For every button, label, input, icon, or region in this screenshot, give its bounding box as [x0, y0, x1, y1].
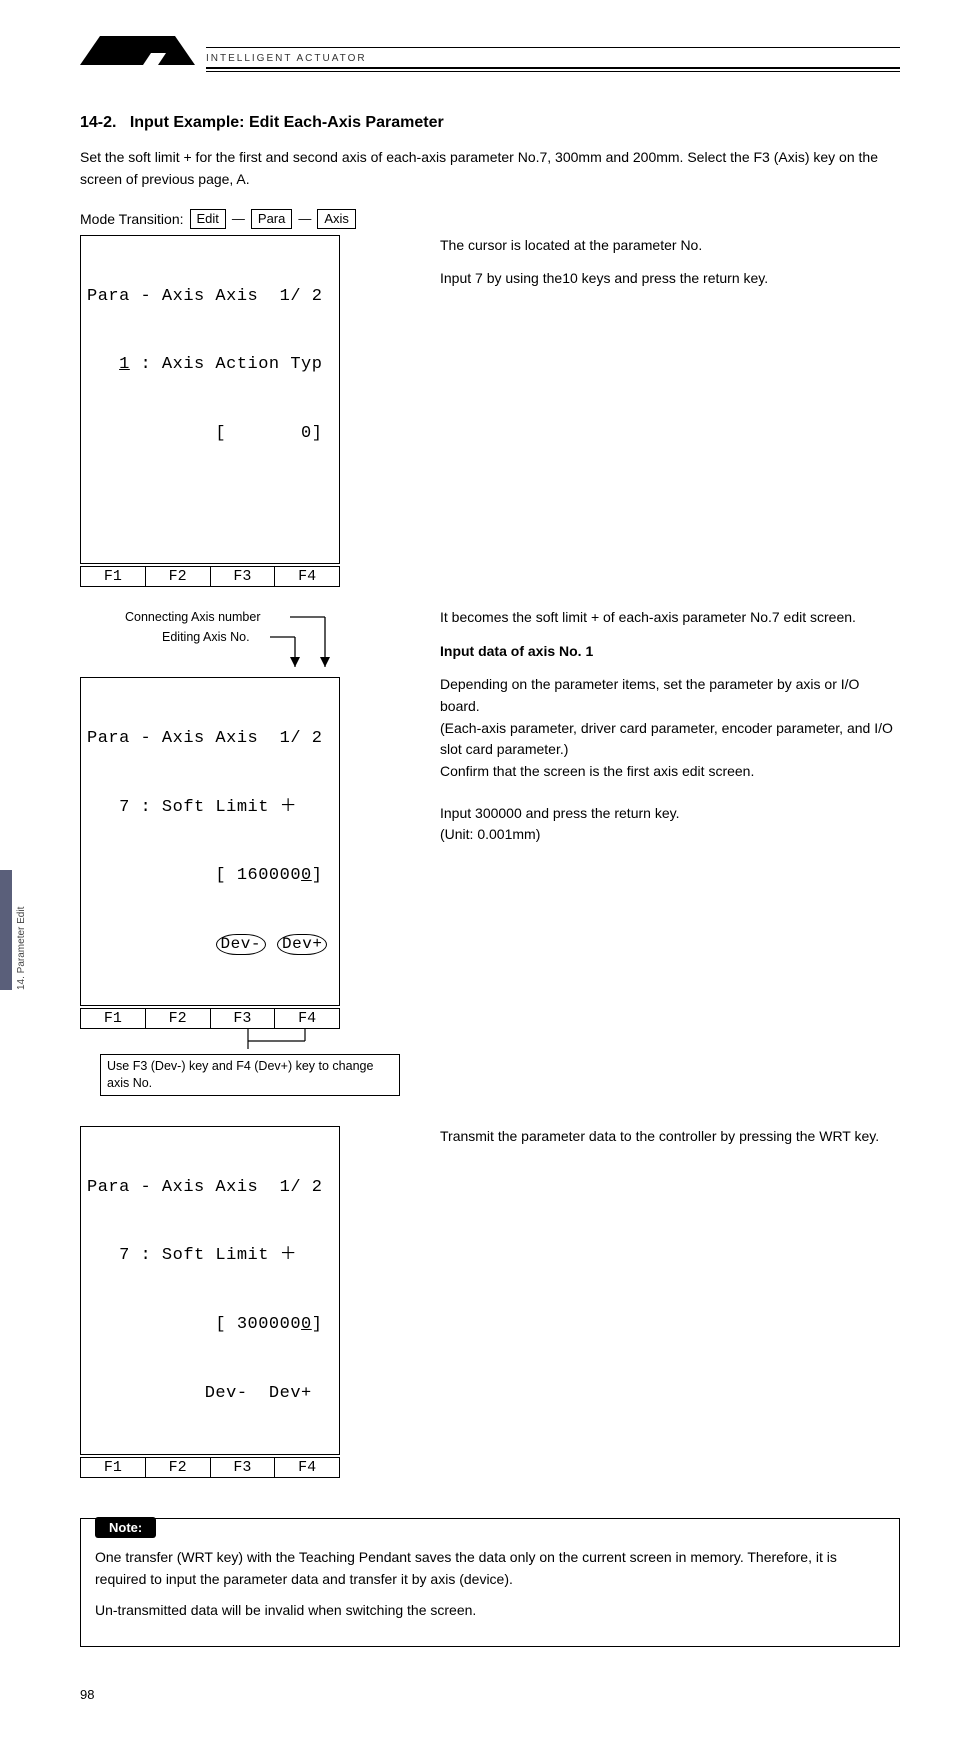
lcd2-line2: 7 : Soft Limit ＋	[87, 797, 333, 820]
f2-key[interactable]: F2	[146, 1009, 211, 1028]
lcd3-cursor: 0	[301, 1315, 312, 1334]
lcd3-line2: 7 : Soft Limit ＋	[87, 1245, 333, 1268]
header: INTELLIGENT ACTUATOR	[80, 0, 900, 92]
lcd3-line3a: [ 300000	[87, 1315, 301, 1334]
section-number: 14-2.	[80, 114, 116, 131]
f4-key[interactable]: F4	[275, 567, 339, 586]
f4-key[interactable]: F4	[275, 1009, 339, 1028]
lcd2-cursor: 0	[301, 866, 312, 885]
header-rules: INTELLIGENT ACTUATOR	[206, 31, 900, 71]
dev-plus-oval-icon: Dev+	[277, 934, 327, 955]
f3-key[interactable]: F3	[211, 1009, 276, 1028]
mode-step-1: Edit	[190, 209, 226, 229]
lcd1-line3: [ 0]	[87, 423, 333, 446]
f1-key[interactable]: F1	[81, 567, 146, 586]
lcd1-line1: Para - Axis Axis 1/ 2	[87, 286, 333, 309]
lcd1-line2b: : Axis Action Typ	[130, 355, 323, 374]
lcd2-line1: Para - Axis Axis 1/ 2	[87, 728, 333, 751]
section-title: Input Example: Edit Each-Axis Parameter	[130, 114, 444, 131]
side-tab: 14. Parameter Edit	[0, 870, 26, 990]
lcd2-line3b: ]	[312, 866, 323, 885]
brand-logo	[80, 28, 200, 74]
block2-r3: Depending on the parameter items, set th…	[440, 676, 859, 714]
lcd1-line2a	[87, 355, 119, 374]
f1-key[interactable]: F1	[81, 1458, 146, 1477]
lcd-screen-3: Para - Axis Axis 1/ 2 7 : Soft Limit ＋ […	[80, 1126, 340, 1455]
section-heading: 14-2. Input Example: Edit Each-Axis Para…	[80, 114, 900, 132]
lcd3-line1: Para - Axis Axis 1/ 2	[87, 1177, 333, 1200]
lcd1-cursor: 1	[119, 355, 130, 374]
lcd1-line4	[87, 492, 333, 515]
fkeys-2: F1 F2 F3 F4	[80, 1008, 340, 1029]
f2-key[interactable]: F2	[146, 1458, 211, 1477]
mode-label: Mode Transition:	[80, 211, 184, 227]
side-tab-label: 14. Parameter Edit	[16, 907, 27, 990]
block2-r1: It becomes the soft limit + of each-axis…	[440, 607, 900, 629]
note-p1: One transfer (WRT key) with the Teaching…	[95, 1547, 885, 1590]
f4-key[interactable]: F4	[275, 1458, 339, 1477]
block2-r7: (Unit: 0.001mm)	[440, 826, 540, 842]
intro-paragraph: Set the soft limit + for the first and s…	[80, 146, 900, 191]
mode-sep-2: —	[298, 211, 311, 226]
block2-r6: Input 300000 and press the return key.	[440, 805, 679, 821]
annot-2: Editing Axis No.	[162, 630, 250, 644]
callout-box: Use F3 (Dev-) key and F4 (Dev+) key to c…	[100, 1054, 400, 1096]
lcd3-line4: Dev- Dev+	[87, 1383, 333, 1406]
lcd2-line3a: [ 160000	[87, 866, 301, 885]
mode-transition: Mode Transition: Edit — Para — Axis	[80, 209, 900, 229]
f3-key[interactable]: F3	[211, 567, 276, 586]
fkeys-1: F1 F2 F3 F4	[80, 566, 340, 587]
annot-1: Connecting Axis number	[125, 610, 261, 624]
lcd-screen-2: Para - Axis Axis 1/ 2 7 : Soft Limit ＋ […	[80, 677, 340, 1006]
mode-step-2: Para	[251, 209, 292, 229]
block2-r5: Confirm that the screen is the first axi…	[440, 763, 754, 779]
note-p2: Un-transmitted data will be invalid when…	[95, 1600, 885, 1622]
mode-step-3: Axis	[317, 209, 356, 229]
brand-text: INTELLIGENT ACTUATOR	[206, 53, 367, 64]
mode-sep-1: —	[232, 211, 245, 226]
lcd-screen-1: Para - Axis Axis 1/ 2 1 : Axis Action Ty…	[80, 235, 340, 564]
page-number: 98	[80, 1687, 900, 1702]
f1-key[interactable]: F1	[81, 1009, 146, 1028]
fkeys-3: F1 F2 F3 F4	[80, 1457, 340, 1478]
block1-desc2: Input 7 by using the10 keys and press th…	[440, 268, 900, 290]
annotation-block: Connecting Axis number Editing Axis No.	[80, 607, 410, 677]
side-tab-bar	[0, 870, 12, 990]
block-2: Connecting Axis number Editing Axis No. …	[80, 607, 900, 1096]
block-3: Para - Axis Axis 1/ 2 7 : Soft Limit ＋ […	[80, 1126, 900, 1478]
block2-r4: (Each-axis parameter, driver card parame…	[440, 720, 893, 758]
f2-key[interactable]: F2	[146, 567, 211, 586]
block1-desc1: The cursor is located at the parameter N…	[440, 235, 900, 257]
callout-connector	[80, 1029, 410, 1055]
block-1: Para - Axis Axis 1/ 2 1 : Axis Action Ty…	[80, 235, 900, 587]
dev-minus-oval-icon: Dev-	[216, 934, 266, 955]
note-label: Note:	[95, 1517, 156, 1538]
lcd3-line3b: ]	[312, 1315, 323, 1334]
note-box: Note: One transfer (WRT key) with the Te…	[80, 1518, 900, 1647]
f3-key[interactable]: F3	[211, 1458, 276, 1477]
callout-text: Use F3 (Dev-) key and F4 (Dev+) key to c…	[107, 1059, 373, 1090]
block2-r2: Input data of axis No. 1	[440, 641, 900, 663]
block3-r1: Transmit the parameter data to the contr…	[440, 1126, 900, 1148]
